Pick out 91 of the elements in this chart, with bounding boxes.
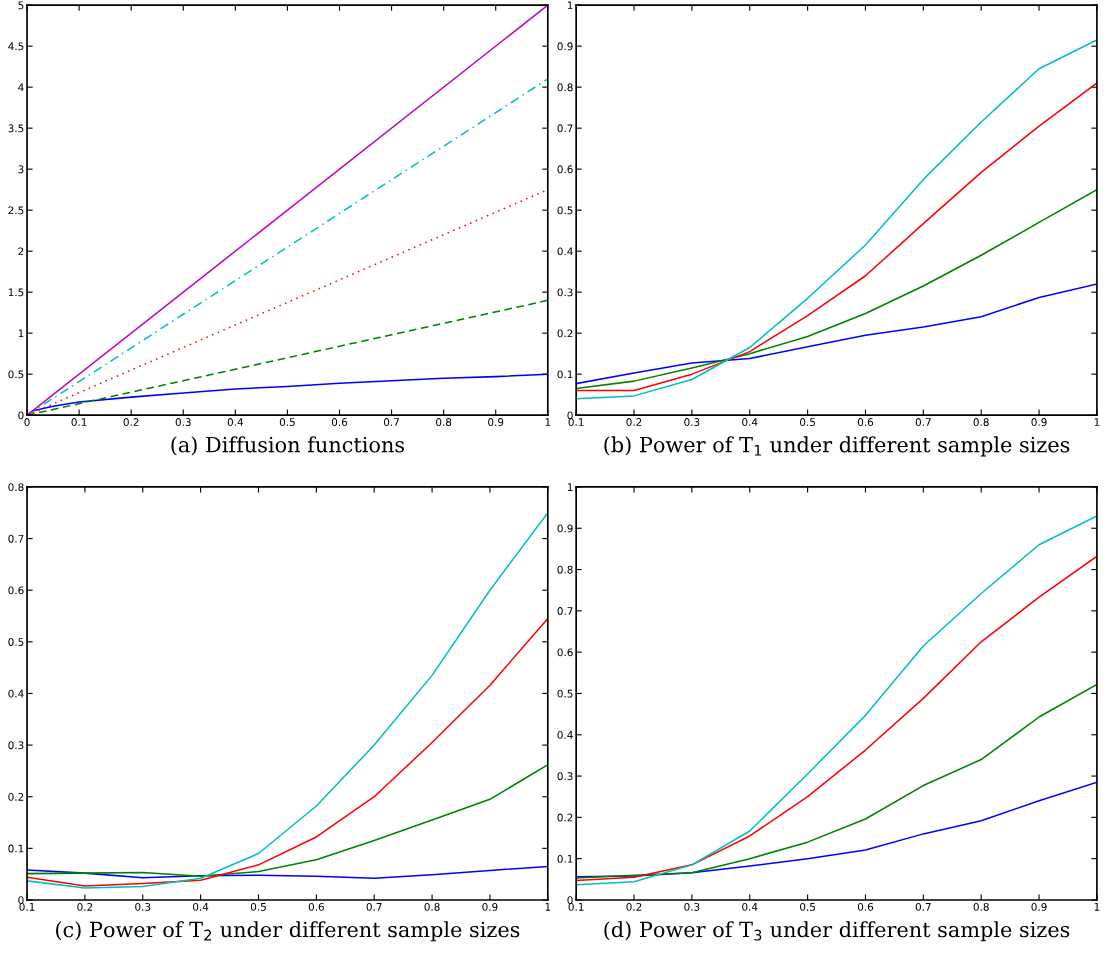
y-tick-label: 0.1 [8,844,24,853]
x-axis-title: (b) Power of T$_{1}$ under different sample sizes [604,436,1070,457]
y-tick-label: 4.5 [8,42,24,51]
y-tick-label: 0.5 [557,206,573,215]
y-tick-label: 0.1 [557,854,573,863]
line-series [27,511,548,889]
y-tick-label: 0.5 [557,689,573,698]
y-tick-label: 0.5 [8,638,24,646]
x-tick-label: 0.9 [488,418,504,426]
x-tick-label: 0.2 [123,418,139,426]
y-tick-label: 1 [18,329,24,338]
x-axis-title: (d) Power of T$_{3}$ under different sample sizes [604,921,1070,942]
y-tick-label: 1.5 [8,288,24,297]
y-tick-label: 0.4 [8,689,24,698]
x-tick-label: 0.5 [279,418,295,426]
x-tick-label: 0.6 [857,418,874,426]
x-tick-label: 0.9 [1031,902,1047,911]
x-tick-label: 0.4 [193,902,209,911]
x-tick-label: 0.6 [308,902,324,911]
line-series [576,188,1097,390]
y-tick-label: 3.5 [8,124,24,133]
line-series [576,283,1097,385]
x-tick-label: 0.4 [227,418,244,426]
x-tick-label: 0.7 [915,418,931,426]
y-tick-label: 0.9 [557,42,573,51]
y-tick-label: 0 [18,896,24,905]
x-tick-label: 0.9 [482,902,498,911]
x-tick-label: 0.6 [857,902,874,911]
y-tick-label: 0.7 [8,534,24,543]
y-tick-label: 5 [18,1,24,10]
line-series [27,617,548,887]
x-tick-label: 0.8 [424,902,440,911]
y-tick-label: 0.3 [557,288,573,297]
x-tick-label: 0.7 [915,902,931,911]
line-series [27,865,548,880]
y-tick-label: 0.6 [557,648,573,657]
y-tick-label: 0.8 [8,483,24,492]
x-tick-label: 0.9 [1031,418,1047,426]
x-tick-label: 0.3 [684,902,700,911]
y-tick-label: 0 [567,896,573,905]
y-tick-label: 4 [18,83,24,92]
x-tick-label: 0.3 [684,418,700,426]
line-series [576,683,1097,879]
y-tick-label: 0 [567,411,573,420]
x-tick-label: 1 [1094,903,1100,911]
x-tick-label: 0.5 [800,902,815,911]
y-tick-label: 0.5 [8,370,24,379]
y-tick-label: 0.6 [8,586,24,595]
y-tick-label: 0.8 [557,565,573,574]
y-tick-label: 3 [18,165,24,174]
y-tick-label: 0.6 [557,165,573,174]
y-tick-label: 0.2 [8,792,24,801]
y-tick-label: 0.4 [557,247,573,256]
y-tick-label: 0.7 [557,124,573,133]
y-tick-label: 0.9 [557,524,573,533]
x-axis-title: (c) Power of T$_{2}$ under different sample sizes [56,921,520,942]
x-tick-label: 0.5 [800,418,815,426]
x-tick-label: 0.3 [135,902,151,911]
x-tick-label: 1 [545,418,551,426]
x-tick-label: 0.8 [973,902,989,911]
x-tick-label: 0.2 [626,902,642,911]
x-tick-label: 0.5 [250,902,266,911]
x-tick-label: 1 [1094,418,1100,426]
x-tick-label: 0.3 [175,418,191,426]
x-tick-label: 0.2 [77,902,93,911]
y-tick-label: 0.7 [557,607,573,615]
x-axis-title: (a) Diffusion functions [171,436,405,456]
y-tick-label: 1 [567,483,573,491]
y-tick-label: 0.3 [8,741,24,750]
y-tick-label: 2.5 [8,206,24,215]
x-tick-label: 1 [545,903,551,911]
x-tick-label: 0.4 [742,418,758,426]
y-tick-label: 2 [18,247,24,256]
x-tick-label: 0.6 [331,418,348,426]
x-tick-label: 0 [24,418,30,426]
x-tick-label: 0.2 [626,418,642,426]
line-series [27,763,548,877]
x-tick-label: 0.8 [973,418,989,426]
y-tick-label: 0.4 [557,730,573,739]
x-tick-label: 0.7 [366,902,382,911]
y-tick-label: 0.2 [557,329,573,338]
x-tick-label: 0.4 [742,902,758,911]
y-tick-label: 0.8 [557,83,573,92]
x-tick-label: 0.1 [71,418,87,426]
x-tick-label: 0.7 [383,418,399,426]
y-tick-label: 1 [567,1,573,10]
y-tick-label: 0.3 [557,772,573,781]
x-tick-label: 0.8 [436,418,452,426]
y-tick-label: 0 [18,411,24,420]
y-tick-label: 0.1 [557,370,573,379]
y-tick-label: 0.2 [557,813,573,822]
